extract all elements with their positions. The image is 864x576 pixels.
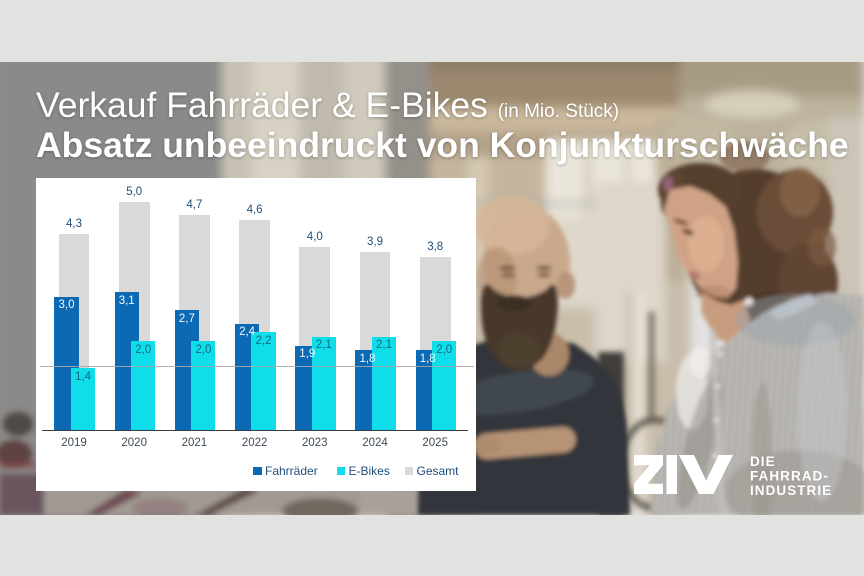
svg-text:FAHRRAD-: FAHRRAD- (750, 469, 829, 484)
svg-text:INDUSTRIE: INDUSTRIE (750, 483, 832, 498)
svg-text:DIE: DIE (750, 454, 776, 469)
